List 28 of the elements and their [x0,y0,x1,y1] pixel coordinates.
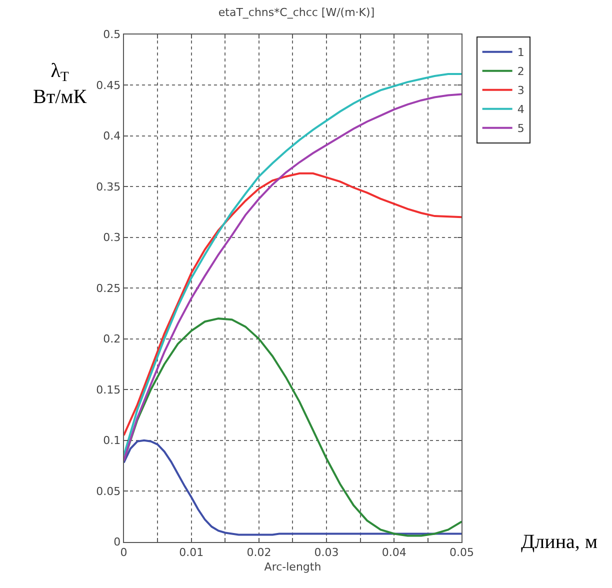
legend-label: 5 [517,122,524,136]
legend-label: 4 [517,103,524,116]
legend-label: 2 [517,65,524,78]
legend-label: 1 [517,46,524,60]
line-series [124,439,462,536]
y-tick-label: 0.25 [96,282,121,295]
x-tick-label: 0.03 [314,546,339,560]
x-tick-label: 0.04 [382,546,406,560]
y-tick-label: 0.2 [103,332,121,346]
y-tick-label: 0.4 [103,130,121,143]
x-tick-label: 0.05 [449,546,474,560]
y-tick-label: 0.3 [103,231,121,244]
text: λ$_{T}$ Вт/мК [33,60,88,108]
y-tick-label: 0 [114,536,121,549]
y-tick-label: 0.45 [96,78,121,92]
text: Длина, м [521,531,598,553]
chart-title: etaT_chns*C_chcc [W/(m·K)] [218,6,375,19]
x-tick-label: 0.02 [246,546,272,560]
line-series [124,172,462,436]
y-tick-label: 0.15 [96,383,121,396]
y-tick-label: 0.1 [103,434,121,448]
legend-label: 3 [517,84,524,98]
x-tick-label: 0.01 [179,546,204,560]
x-axis-title: Arc-length [264,560,322,574]
y-tick-label: 0.5 [103,28,121,42]
y-tick-label: 0.05 [96,484,121,498]
line-series [124,318,462,537]
y-tick-label: 0.35 [96,180,121,194]
